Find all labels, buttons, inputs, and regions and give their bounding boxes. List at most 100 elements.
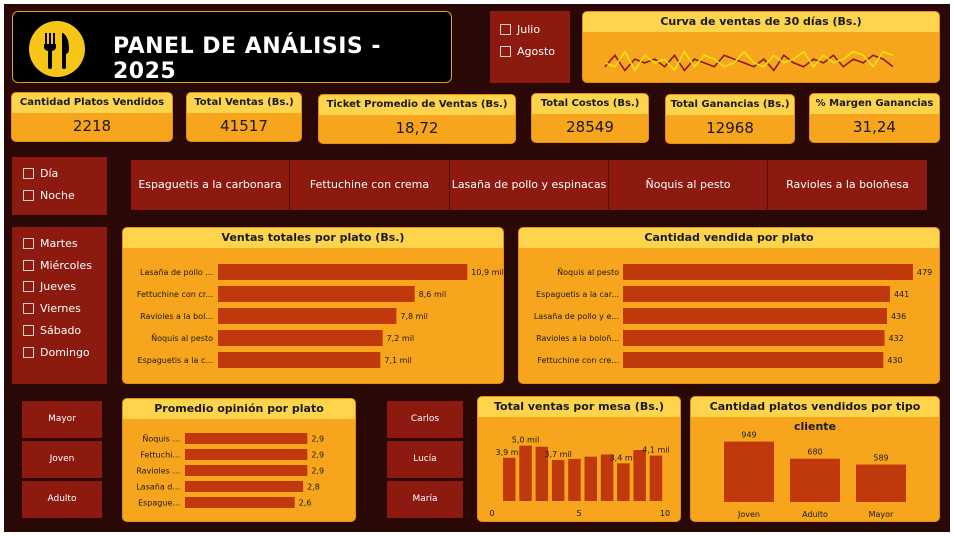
dish-chip[interactable]: Fettuchine con crema: [290, 160, 450, 210]
month-option-august[interactable]: Agosto: [500, 45, 555, 58]
kpi-card-total-sales: Total Ventas (Bs.) 41517: [186, 92, 302, 142]
data-label: 7,8 mil: [400, 312, 428, 321]
data-label: 430: [887, 356, 902, 365]
shift-option-day[interactable]: Día: [23, 167, 58, 180]
category-label: Ravioles ...: [136, 467, 180, 476]
data-label: 5,0 mil: [512, 436, 540, 445]
bar: [218, 286, 415, 302]
dish-chip[interactable]: Espaguetis a la carbonara: [131, 160, 290, 210]
kpi-card-profit-margin: % Margen Ganancias 31,24: [809, 93, 940, 143]
bar: [218, 330, 383, 346]
checkbox[interactable]: [23, 168, 34, 179]
month-option-july[interactable]: Julio: [500, 23, 540, 36]
age-button-adulto[interactable]: Adulto: [22, 481, 102, 518]
waiter-button-lucia[interactable]: Lucía: [387, 441, 463, 478]
weekday-option[interactable]: Viernes: [23, 302, 81, 315]
bar: [623, 286, 890, 302]
weekday-option[interactable]: Sábado: [23, 324, 81, 337]
checkbox[interactable]: [23, 325, 34, 336]
category-label: Ravioles a la boloñ...: [536, 334, 619, 343]
weekday-option[interactable]: Jueves: [23, 280, 76, 293]
category-label: Joven: [737, 510, 760, 519]
axis-tick-label: 5: [576, 509, 581, 518]
category-label: Lasaña de pollo ...: [140, 268, 213, 277]
age-button-joven[interactable]: Joven: [22, 441, 102, 478]
weekday-option[interactable]: Martes: [23, 237, 78, 250]
qty-by-client-panel: Cantidad platos vendidos por tipo client…: [690, 396, 940, 522]
chart-title: Promedio opinión por plato: [123, 399, 355, 419]
sales-by-dish-panel: Ventas totales por plato (Bs.) Lasaña de…: [122, 227, 504, 384]
rating-by-dish-chart: Ñoquis ... 2,9 Fettuchi... 2,9 Ravioles ... 2…: [136, 433, 324, 508]
bar: [185, 449, 308, 460]
bar: [617, 463, 630, 501]
data-label: 7,2 mil: [387, 334, 415, 343]
bar: [218, 308, 397, 324]
category-label: Fettuchine con cr...: [137, 290, 213, 299]
title-banner: PANEL DE ANÁLISIS - 2025: [12, 11, 452, 84]
dish-chip[interactable]: Ñoquis al pesto: [609, 160, 768, 210]
bar: [600, 454, 614, 501]
waiter-button-maria[interactable]: María: [387, 481, 463, 518]
data-label: 479: [917, 268, 932, 277]
category-label: Ñoquis al pesto: [151, 333, 213, 343]
bar: [185, 465, 308, 476]
category-label: Lasaña de pollo y e...: [534, 312, 619, 321]
shift-slicer: Día Noche: [12, 157, 107, 215]
category-label: Espaguetis a la c...: [138, 356, 213, 365]
chart-title: Ventas totales por plato (Bs.): [123, 228, 503, 248]
chart-title: Cantidad vendida por plato: [519, 228, 939, 248]
bar: [218, 264, 468, 280]
shift-option-night[interactable]: Noche: [23, 189, 75, 202]
series-line: [604, 53, 894, 72]
waiter-button-carlos[interactable]: Carlos: [387, 401, 463, 438]
bar: [633, 450, 646, 501]
category-label: Adulto: [802, 510, 828, 519]
bar: [185, 497, 295, 508]
sales-curve-card: Curva de ventas de 30 días (Bs.): [582, 11, 940, 83]
category-label: Fettuchi...: [140, 451, 180, 460]
sales-by-table-chart: 3,9 mil 5,0 mil 3,7 mil 3,4 mil 4,1 mil 0 5 10: [489, 436, 670, 518]
checkbox[interactable]: [23, 238, 34, 249]
checkbox[interactable]: [23, 303, 34, 314]
sales-by-dish-chart: Lasaña de pollo ... 10,9 mil Fettuchine co…: [137, 264, 504, 368]
category-label: Fettuchine con cre...: [537, 356, 619, 365]
data-label: 2,6: [299, 499, 312, 508]
checkbox[interactable]: [23, 281, 34, 292]
chart-title: Total ventas por mesa (Bs.): [478, 397, 680, 417]
dish-chip[interactable]: Ravioles a la boloñesa: [768, 160, 927, 210]
bar: [623, 352, 884, 368]
sales-curve-chart: [604, 50, 894, 72]
category-label: Espaguetis a la car...: [536, 290, 619, 299]
checkbox[interactable]: [23, 260, 34, 271]
bar: [856, 464, 906, 502]
category-label: Lasaña d...: [136, 483, 180, 492]
category-label: Ravioles a la bol...: [140, 312, 213, 321]
dish-chip[interactable]: Lasaña de pollo y espinacas: [450, 160, 609, 210]
data-label: 10,9 mil: [471, 268, 504, 277]
data-label: 3,7 mil: [544, 450, 572, 459]
weekday-option[interactable]: Miércoles: [23, 259, 92, 272]
data-label: 432: [889, 334, 904, 343]
bar: [185, 433, 308, 444]
kpi-card-average-ticket: Ticket Promedio de Ventas (Bs.) 18,72: [318, 94, 516, 144]
bar: [584, 456, 597, 501]
data-label: 3,9 mil: [495, 448, 523, 457]
weekday-option[interactable]: Domingo: [23, 346, 90, 359]
kpi-card-dishes-sold: Cantidad Platos Vendidos 2218: [11, 92, 173, 142]
data-label: 949: [741, 431, 756, 440]
data-label: 589: [873, 454, 888, 463]
bar: [724, 441, 774, 502]
age-button-mayor[interactable]: Mayor: [22, 401, 102, 438]
dish-filter-bar: Espaguetis a la carbonara Fettuchine con…: [131, 160, 927, 210]
sales-by-table-panel: Total ventas por mesa (Bs.) 3,9 mil 5,0 m…: [477, 396, 681, 522]
bar: [649, 455, 663, 501]
checkbox[interactable]: [23, 190, 34, 201]
bar: [623, 264, 913, 280]
checkbox[interactable]: [500, 46, 511, 57]
checkbox[interactable]: [500, 24, 511, 35]
data-label: 8,6 mil: [419, 290, 447, 299]
checkbox[interactable]: [23, 347, 34, 358]
rating-by-dish-panel: Promedio opinión por plato Ñoquis ... 2,9…: [122, 398, 356, 522]
data-label: 7,1 mil: [384, 356, 412, 365]
qty-by-client-chart: 949 Joven 680 Adulto 589 Mayor: [724, 431, 906, 519]
